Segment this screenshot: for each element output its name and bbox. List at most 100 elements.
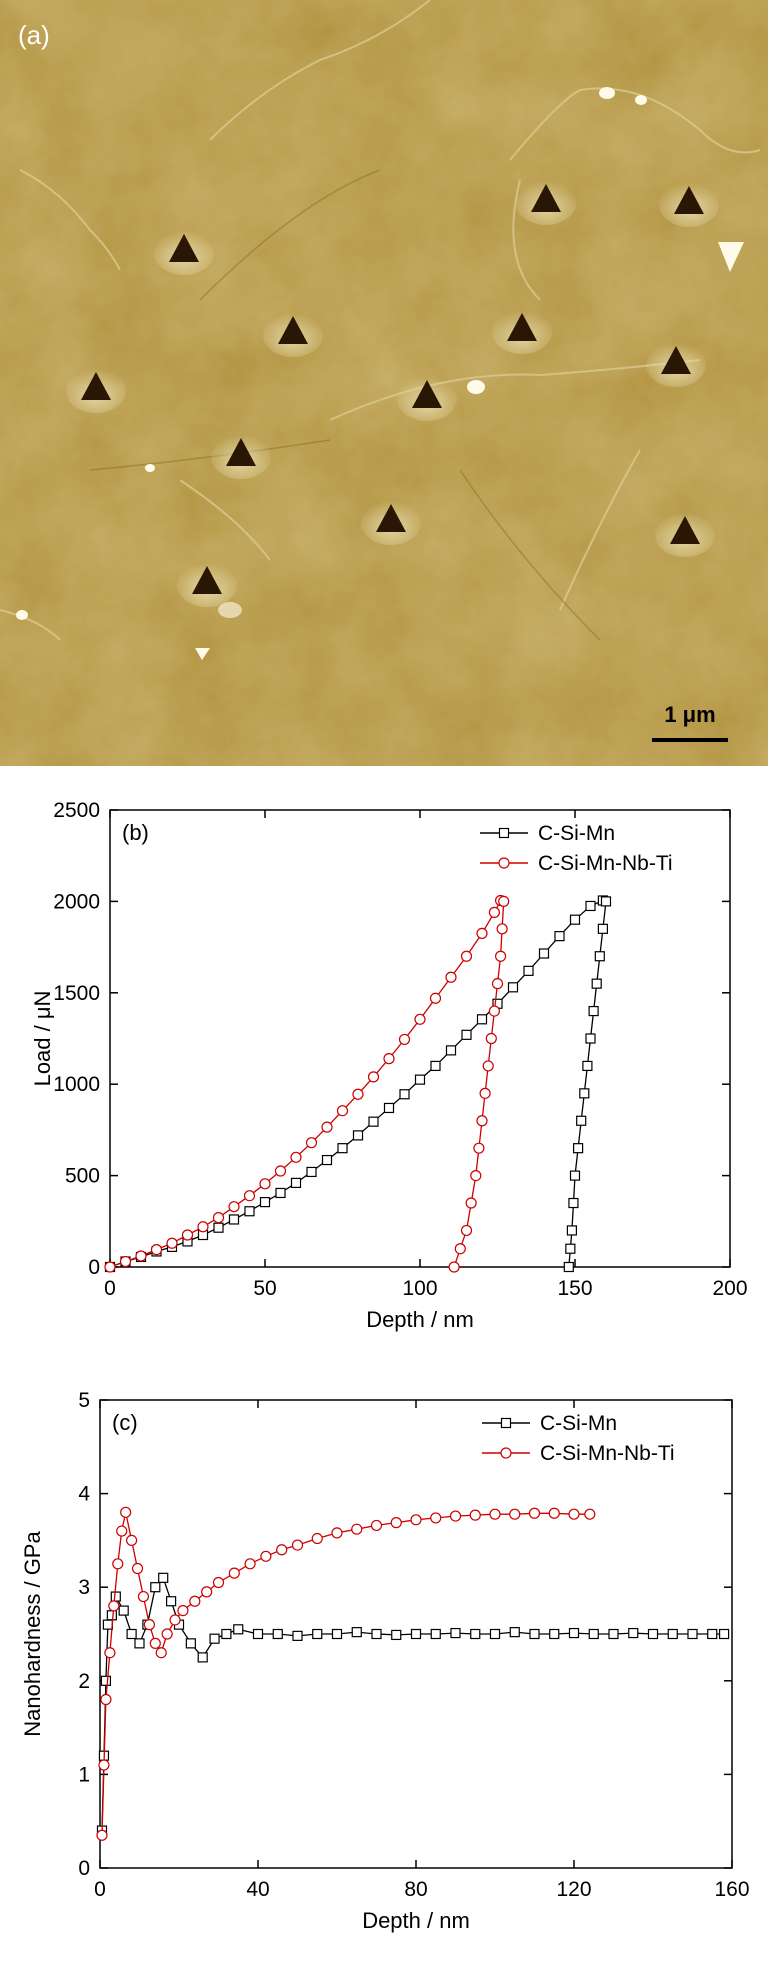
data-point: [312, 1628, 323, 1640]
y-tick-label: 0: [88, 1256, 100, 1279]
data-point: [469, 1509, 481, 1521]
data-point: [582, 1060, 593, 1072]
data-point: [104, 1647, 116, 1659]
data-point: [449, 1510, 462, 1522]
data-point: [594, 951, 605, 962]
data-point: [454, 1243, 466, 1255]
data-point: [554, 931, 565, 942]
legend-marker: [500, 1447, 512, 1459]
data-point: [158, 1572, 169, 1583]
legend-label: C-Si-Mn-Nb-Ti: [538, 852, 673, 875]
data-point: [498, 895, 510, 908]
data-point: [448, 1261, 460, 1273]
data-point: [169, 1614, 181, 1626]
x-axis-label: Depth / nm: [362, 1908, 470, 1933]
data-point: [112, 1558, 124, 1570]
data-point: [600, 896, 612, 907]
data-point: [568, 1508, 580, 1520]
data-point: [523, 965, 534, 976]
y-tick-label: 3: [78, 1576, 90, 1599]
data-point: [233, 1624, 244, 1635]
data-point: [290, 1151, 302, 1163]
data-point: [538, 948, 550, 959]
data-point: [276, 1544, 288, 1556]
data-point: [429, 992, 442, 1004]
data-point: [473, 1142, 485, 1154]
data-point: [549, 1628, 560, 1640]
data-point: [470, 1170, 482, 1182]
data-point: [351, 1627, 362, 1638]
y-tick-label: 1500: [53, 982, 100, 1005]
y-tick-label: 1: [78, 1763, 90, 1786]
panel-a-label: (a): [18, 20, 50, 50]
data-point: [104, 1261, 116, 1273]
data-point: [566, 1225, 578, 1236]
data-point: [647, 1628, 659, 1640]
data-point: [166, 1596, 177, 1607]
data-point: [100, 1693, 112, 1706]
data-point: [476, 1014, 488, 1025]
data-point: [460, 950, 473, 962]
panel-label: (b): [122, 820, 149, 845]
data-point: [628, 1627, 639, 1639]
data-point: [116, 1525, 128, 1537]
data-point: [488, 906, 500, 918]
data-point: [272, 1628, 283, 1640]
data-point: [572, 1143, 584, 1154]
data-point: [291, 1539, 304, 1551]
data-point: [120, 1506, 132, 1518]
data-point: [134, 1638, 145, 1649]
data-point: [588, 1005, 599, 1017]
data-point: [201, 1586, 213, 1598]
data-point: [260, 1550, 272, 1562]
afm-micrograph: (a) 1 μm: [0, 0, 768, 766]
data-point: [185, 1638, 196, 1649]
data-point: [569, 914, 581, 925]
y-tick-label: 5: [78, 1389, 90, 1412]
data-point: [181, 1229, 194, 1241]
data-point: [430, 1628, 441, 1640]
x-tick-label: 200: [712, 1277, 747, 1300]
data-point: [479, 1087, 491, 1099]
series-1: [96, 1572, 730, 1836]
data-point: [568, 1197, 579, 1209]
data-point: [275, 1187, 286, 1199]
data-point: [243, 1190, 256, 1202]
data-point: [470, 1628, 481, 1640]
series-line: [109, 899, 604, 1268]
data-point: [197, 1221, 209, 1233]
data-point: [569, 1170, 581, 1181]
data-point: [563, 1261, 574, 1273]
data-point: [177, 1605, 189, 1617]
y-tick-label: 2000: [53, 890, 100, 913]
data-point: [390, 1517, 402, 1529]
data-point: [414, 1013, 426, 1025]
data-point: [461, 1029, 472, 1040]
data-point: [465, 1197, 477, 1209]
data-point: [548, 1507, 560, 1519]
data-point: [414, 1074, 426, 1085]
data-point: [155, 1647, 167, 1659]
data-point: [119, 1255, 132, 1268]
data-point: [352, 1130, 364, 1141]
data-point: [118, 1605, 129, 1616]
y-axis-label: Load / μN: [30, 991, 55, 1087]
x-axis-label: Depth / nm: [366, 1307, 474, 1332]
data-point: [244, 1206, 255, 1217]
data-point: [259, 1178, 271, 1190]
data-point: [410, 1628, 422, 1640]
data-point: [259, 1197, 271, 1208]
data-point: [292, 1630, 303, 1641]
data-point: [371, 1628, 382, 1640]
x-tick-label: 0: [104, 1277, 116, 1300]
legend-label: C-Si-Mn-Nb-Ti: [540, 1442, 675, 1465]
x-tick-label: 120: [556, 1878, 591, 1901]
data-point: [430, 1512, 442, 1524]
data-point: [212, 1576, 225, 1589]
data-point: [445, 1045, 457, 1056]
data-point: [383, 1102, 395, 1114]
x-tick-label: 0: [94, 1878, 106, 1901]
data-point: [126, 1534, 138, 1546]
legend-marker: [498, 857, 510, 869]
data-point: [321, 1154, 333, 1166]
